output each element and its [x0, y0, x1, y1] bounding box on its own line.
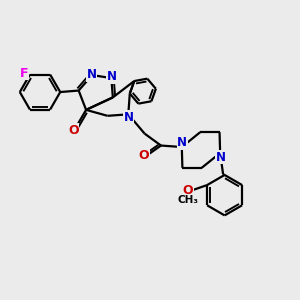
Text: N: N: [86, 68, 96, 81]
Text: F: F: [20, 67, 29, 80]
Text: O: O: [68, 124, 79, 136]
Text: N: N: [107, 70, 117, 83]
Text: O: O: [138, 149, 149, 162]
Text: CH₃: CH₃: [177, 195, 198, 205]
Text: N: N: [124, 111, 134, 124]
Text: N: N: [177, 136, 187, 149]
Text: O: O: [182, 184, 193, 197]
Text: N: N: [215, 151, 225, 164]
